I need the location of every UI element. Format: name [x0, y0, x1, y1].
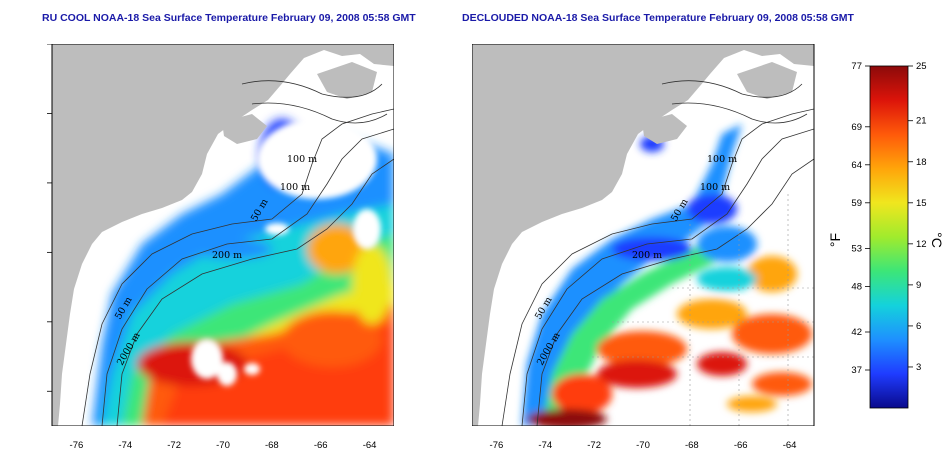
- temperature-colorbar: 77 69 64 59 53 48 42 37 25 21 18 15 12 9 6 3 °F °C: [826, 60, 950, 420]
- contour-label: 200 m: [212, 250, 242, 261]
- left-map-title: RU COOL NOAA-18 Sea Surface Temperature …: [42, 12, 416, 24]
- celsius-tick-label: 18: [916, 157, 927, 168]
- fahrenheit-label: °F: [827, 233, 843, 247]
- lon-tick-label: -68: [264, 440, 279, 451]
- colorbar-gradient: [869, 65, 909, 409]
- celsius-tick-label: 21: [916, 116, 927, 127]
- contour-label: 200 m: [632, 250, 662, 261]
- fahrenheit-tick-label: 53: [851, 243, 862, 254]
- celsius-label: °C: [929, 232, 945, 248]
- fahrenheit-tick-label: 69: [851, 122, 862, 133]
- fahrenheit-tick-label: 48: [851, 281, 862, 292]
- left-map-axes: 363840424446: [47, 44, 52, 392]
- lon-tick-label: -72: [587, 440, 601, 451]
- lon-tick-label: -64: [782, 440, 797, 451]
- lon-tick-label: -70: [216, 440, 230, 451]
- lon-tick-label: -74: [118, 440, 133, 451]
- right-sst-map: 100 m 100 m 50 m 200 m 50 m 2000 m 36384…: [472, 44, 824, 426]
- contour-label: 100 m: [700, 182, 730, 193]
- contour-label: 100 m: [280, 182, 310, 193]
- lon-tick-label: -66: [733, 440, 748, 451]
- lon-tick-label: -74: [538, 440, 553, 451]
- celsius-ticks: 25 21 18 15 12 9 6 3: [908, 61, 927, 373]
- lon-tick-label: -64: [362, 440, 377, 451]
- lon-tick-label: -68: [684, 440, 699, 451]
- celsius-tick-label: 25: [916, 61, 927, 72]
- fahrenheit-ticks: 77 69 64 59 53 48 42 37: [851, 61, 870, 376]
- lon-tick-label: -72: [167, 440, 181, 451]
- lon-tick-label: -66: [313, 440, 328, 451]
- fahrenheit-tick-label: 77: [851, 61, 862, 72]
- left-sst-map: 100 m 100 m 50 m 200 m 50 m 2000 m 36384…: [42, 44, 394, 426]
- fahrenheit-tick-label: 64: [851, 160, 862, 171]
- lon-tick-label: -70: [636, 440, 650, 451]
- fahrenheit-tick-label: 42: [851, 327, 862, 338]
- lon-tick-label: -76: [489, 440, 504, 451]
- contour-label: 100 m: [707, 154, 737, 165]
- celsius-tick-label: 3: [916, 362, 921, 373]
- contour-label: 100 m: [287, 154, 317, 165]
- celsius-tick-label: 15: [916, 198, 927, 209]
- celsius-tick-label: 9: [916, 280, 921, 291]
- celsius-tick-label: 12: [916, 239, 927, 250]
- fahrenheit-tick-label: 37: [851, 365, 862, 376]
- right-map-title: DECLOUDED NOAA-18 Sea Surface Temperatur…: [462, 12, 854, 24]
- fahrenheit-tick-label: 59: [851, 198, 862, 209]
- lon-tick-label: -76: [69, 440, 84, 451]
- celsius-tick-label: 6: [916, 321, 921, 332]
